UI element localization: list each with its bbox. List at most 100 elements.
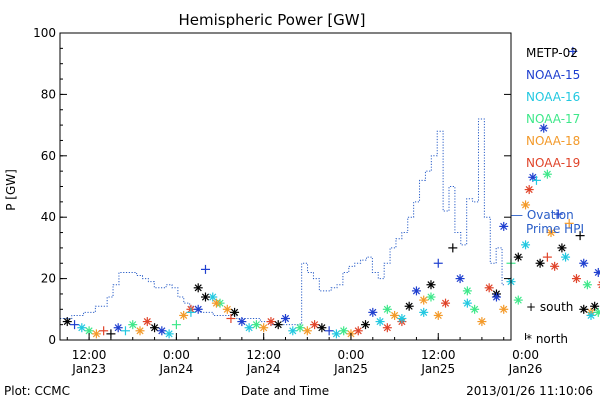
north-point-marker — [77, 323, 87, 333]
north-point-marker — [582, 280, 592, 290]
north-point-marker — [579, 304, 589, 314]
north-point-marker — [91, 329, 101, 339]
x-tick-label-time: 12:00 — [72, 348, 107, 362]
x-tick-label-date: Jan24 — [246, 362, 281, 376]
north-point-marker — [135, 326, 145, 336]
south-point-marker — [553, 209, 563, 219]
south-point-marker — [531, 175, 541, 185]
x-tick-label-time: 12:00 — [421, 348, 456, 362]
north-point-marker — [339, 326, 349, 336]
north-point-marker — [593, 307, 600, 317]
south-point-marker — [106, 329, 116, 339]
legend-marker-north: * north — [526, 332, 568, 346]
north-point-marker — [455, 274, 465, 284]
north-point-marker — [237, 317, 247, 327]
south-point-marker — [324, 326, 334, 336]
north-point-marker — [491, 292, 501, 302]
north-point-marker — [331, 329, 341, 339]
north-point-marker — [382, 304, 392, 314]
north-point-marker — [128, 320, 138, 330]
legend-series-label: METP-02 — [526, 46, 578, 60]
north-point-marker — [557, 243, 567, 253]
south-point-marker — [448, 243, 458, 253]
north-point-marker — [542, 169, 552, 179]
north-point-marker — [353, 326, 363, 336]
legend-series-label: NOAA-16 — [526, 90, 580, 104]
x-tick-label-time: 0:00 — [337, 348, 364, 362]
north-point-marker — [302, 326, 312, 336]
south-point-marker — [564, 218, 574, 228]
x-tick-label-date: Jan25 — [420, 362, 455, 376]
south-point-marker — [568, 46, 578, 56]
chart-title: Hemispheric Power [GW] — [179, 11, 366, 29]
legend-ovation-label: — Ovation — [511, 208, 574, 222]
north-point-marker — [462, 298, 472, 308]
x-tick-label-time: 12:00 — [246, 348, 281, 362]
y-tick-label: 40 — [41, 210, 56, 224]
north-point-marker — [484, 283, 494, 293]
y-tick-label: 80 — [41, 87, 56, 101]
north-point-marker — [571, 274, 581, 284]
north-point-marker — [273, 320, 283, 330]
data-points — [62, 46, 600, 339]
legend-series-label: NOAA-19 — [526, 156, 580, 170]
north-point-marker — [513, 252, 523, 262]
legend: METP-02 NOAA-15 NOAA-16 NOAA-17 NOAA-18 NOAA-… — [511, 46, 584, 346]
north-point-marker — [317, 323, 327, 333]
north-point-marker — [561, 252, 571, 262]
north-point-marker — [193, 304, 203, 314]
north-point-marker — [142, 317, 152, 327]
north-point-marker — [266, 317, 276, 327]
north-point-marker — [251, 320, 261, 330]
north-point-marker — [157, 326, 167, 336]
x-tick-label-date: Jan26 — [508, 362, 543, 376]
south-point-marker — [70, 320, 80, 330]
north-point-marker — [211, 298, 221, 308]
legend-series-label: NOAA-15 — [526, 68, 580, 82]
south-point-marker — [186, 307, 196, 317]
north-point-marker — [419, 307, 429, 317]
north-point-marker — [113, 323, 123, 333]
legend-series-label: NOAA-18 — [526, 134, 580, 148]
y-tick-label: 0 — [48, 333, 56, 347]
legend-ovation-label-2: Prime HPI — [526, 222, 584, 236]
north-point-marker — [579, 258, 589, 268]
north-point-marker — [524, 185, 534, 195]
north-point-marker — [368, 307, 378, 317]
north-point-marker — [200, 292, 210, 302]
north-point-marker — [193, 283, 203, 293]
north-point-marker — [259, 323, 269, 333]
x-tick-label-date: Jan23 — [71, 362, 106, 376]
north-point-marker — [179, 310, 189, 320]
north-point-marker — [288, 326, 298, 336]
north-point-marker — [513, 295, 523, 305]
y-tick-label: 60 — [41, 149, 56, 163]
north-point-marker — [433, 310, 443, 320]
north-point-marker — [593, 267, 600, 277]
north-point-marker — [375, 317, 385, 327]
north-point-marker — [426, 280, 436, 290]
legend-marker-south: + south — [526, 300, 573, 314]
x-axis: 12:00Jan230:00Jan2412:00Jan240:00Jan2512… — [66, 333, 543, 376]
x-tick-label-time: 0:00 — [163, 348, 190, 362]
x-axis-label: Date and Time — [241, 384, 329, 398]
north-point-marker — [310, 320, 320, 330]
north-point-marker — [539, 123, 549, 133]
ovation-step-line — [60, 118, 505, 326]
south-point-marker — [542, 252, 552, 262]
north-point-marker — [546, 228, 556, 238]
north-point-marker — [477, 317, 487, 327]
south-point-marker — [120, 326, 130, 336]
south-point-marker — [171, 320, 181, 330]
north-point-marker — [550, 261, 560, 271]
south-point-marker — [433, 258, 443, 268]
north-point-marker — [164, 329, 174, 339]
north-point-marker — [244, 323, 254, 333]
north-point-marker — [499, 304, 509, 314]
north-point-marker — [535, 258, 545, 268]
north-point-marker — [230, 307, 240, 317]
y-axis-label: P [GW] — [4, 169, 18, 211]
north-point-marker — [426, 292, 436, 302]
north-point-marker — [62, 317, 72, 327]
north-point-marker — [419, 295, 429, 305]
